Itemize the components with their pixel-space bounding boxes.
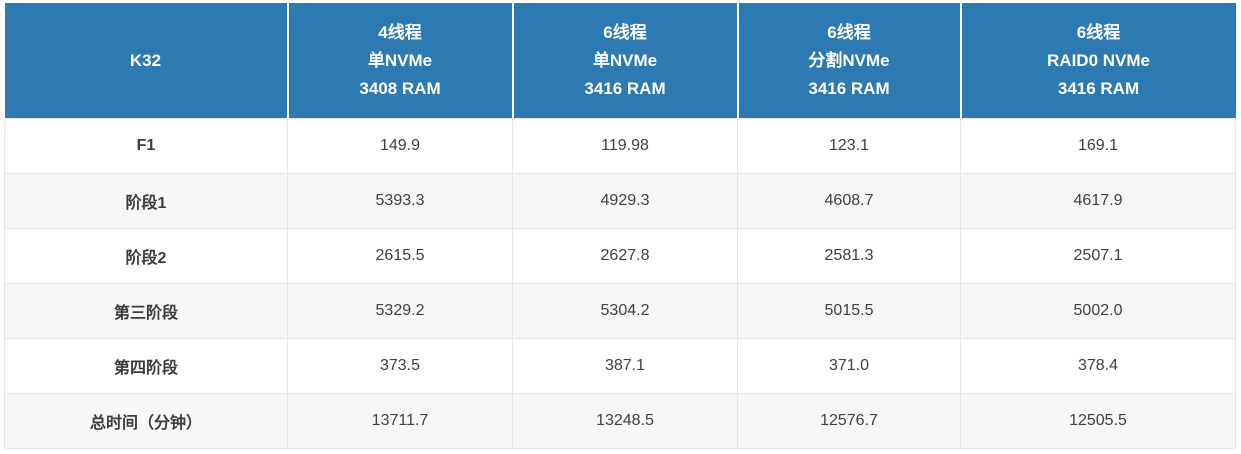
cell-value: 5393.3 (287, 173, 513, 229)
cell-value: 378.4 (960, 338, 1236, 394)
header-cell-k32: K32 (4, 3, 288, 119)
row-label-phase3: 第三阶段 (4, 283, 288, 339)
header-cell-6t-single: 6线程 单NVMe 3416 RAM (511, 3, 738, 119)
table-row-phase1: 阶段1 5393.3 4929.3 4608.7 4617.9 (4, 173, 1236, 229)
cell-value: 4929.3 (512, 173, 738, 229)
cell-value: 5015.5 (737, 283, 961, 339)
cell-value: 2581.3 (737, 228, 961, 284)
cell-value: 119.98 (512, 118, 738, 174)
k32-benchmark-table: K32 4线程 单NVMe 3408 RAM 6线程 单NVMe 3416 RA… (4, 3, 1236, 449)
cell-value: 5329.2 (287, 283, 513, 339)
table-row-phase4: 第四阶段 373.5 387.1 371.0 378.4 (4, 338, 1236, 394)
cell-value: 5304.2 (512, 283, 738, 339)
table-row-total: 总时间（分钟） 13711.7 13248.5 12576.7 12505.5 (4, 393, 1236, 449)
cell-value: 12505.5 (960, 393, 1236, 449)
table-row-phase3: 第三阶段 5329.2 5304.2 5015.5 5002.0 (4, 283, 1236, 339)
cell-value: 371.0 (737, 338, 961, 394)
row-label-total-minutes: 总时间（分钟） (4, 393, 288, 449)
cell-value: 13711.7 (287, 393, 513, 449)
cell-value: 2615.5 (287, 228, 513, 284)
row-label-phase1: 阶段1 (4, 173, 288, 229)
row-label-phase2: 阶段2 (4, 228, 288, 284)
cell-value: 2507.1 (960, 228, 1236, 284)
cell-value: 13248.5 (512, 393, 738, 449)
row-label-phase4: 第四阶段 (4, 338, 288, 394)
header-cell-6t-split: 6线程 分割NVMe 3416 RAM (736, 3, 961, 119)
header-row: K32 4线程 单NVMe 3408 RAM 6线程 单NVMe 3416 RA… (4, 3, 1236, 119)
cell-value: 123.1 (737, 118, 961, 174)
header-cell-6t-raid0: 6线程 RAID0 NVMe 3416 RAM (959, 3, 1236, 119)
cell-value: 373.5 (287, 338, 513, 394)
cell-value: 12576.7 (737, 393, 961, 449)
cell-value: 5002.0 (960, 283, 1236, 339)
row-label-f1: F1 (4, 118, 288, 174)
table-row-f1: F1 149.9 119.98 123.1 169.1 (4, 118, 1236, 174)
cell-value: 2627.8 (512, 228, 738, 284)
cell-value: 4617.9 (960, 173, 1236, 229)
cell-value: 4608.7 (737, 173, 961, 229)
cell-value: 169.1 (960, 118, 1236, 174)
cell-value: 149.9 (287, 118, 513, 174)
table-row-phase2: 阶段2 2615.5 2627.8 2581.3 2507.1 (4, 228, 1236, 284)
header-cell-4t-single: 4线程 单NVMe 3408 RAM (286, 3, 513, 119)
cell-value: 387.1 (512, 338, 738, 394)
